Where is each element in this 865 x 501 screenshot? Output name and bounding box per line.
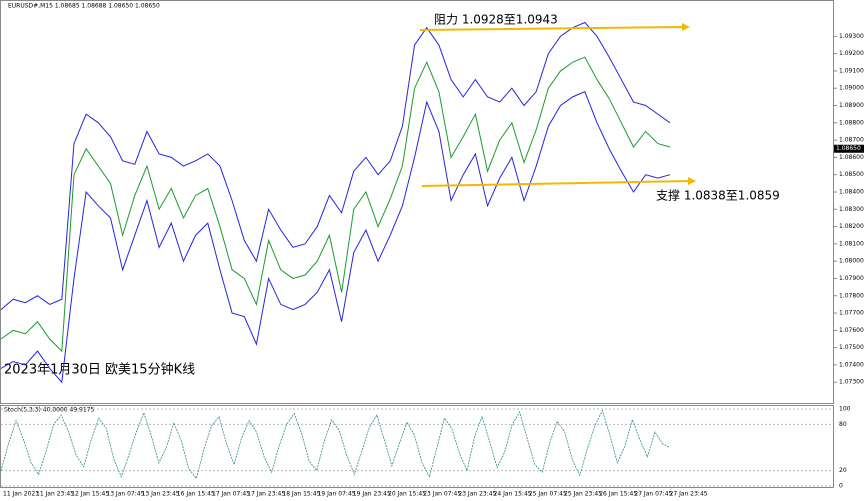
x-tick-label: 25 Jan 23:45 xyxy=(564,491,602,498)
y-tick-label: 1.09200 xyxy=(839,50,864,57)
y-tick-label: 1.08200 xyxy=(839,223,864,230)
y-tick-label: 1.07700 xyxy=(839,310,864,317)
y-tick-label: 1.07500 xyxy=(839,344,864,351)
price-line xyxy=(0,56,671,353)
y-tick-label: 1.07600 xyxy=(839,327,864,334)
stoch-tick-label: 20 xyxy=(839,467,847,474)
x-tick-label: 12 Jan 15:45 xyxy=(71,491,109,498)
x-tick-label: 19 Jan 07:45 xyxy=(318,491,356,498)
stoch-line xyxy=(0,409,671,480)
y-tick-label: 1.08000 xyxy=(839,258,864,265)
y-tick-label: 1.08500 xyxy=(839,171,864,178)
y-tick-label: 1.08100 xyxy=(839,240,864,247)
x-tick-label: 25 Jan 07:45 xyxy=(529,491,567,498)
x-tick-label: 18 Jan 15:45 xyxy=(282,491,320,498)
x-tick-label: 19 Jan 23:45 xyxy=(353,491,391,498)
stoch-label: Stoch(5,3,3) 40.0000 49.9175 xyxy=(4,407,95,414)
arrow-head xyxy=(688,177,696,185)
resistance-label: 阻力 1.0928至1.0943 xyxy=(434,13,558,27)
x-tick-label: 23 Jan 23:45 xyxy=(458,491,496,498)
price-line xyxy=(0,91,671,384)
main-panel xyxy=(0,0,834,404)
plot xyxy=(0,21,671,384)
y-tick-label: 1.08700 xyxy=(839,137,864,144)
resistance-arrow xyxy=(419,26,685,31)
y-tick-label: 1.08400 xyxy=(839,188,864,195)
y-tick-label: 1.09100 xyxy=(839,67,864,74)
y-tick-label: 1.07900 xyxy=(839,275,864,282)
x-tick-label: 23 Jan 07:45 xyxy=(423,491,461,498)
x-tick-label: 26 Jan 15:45 xyxy=(599,491,637,498)
x-tick-label: 27 Jan 07:45 xyxy=(634,491,672,498)
support-arrow xyxy=(421,180,691,187)
stoch-tick-label: 0 xyxy=(839,483,843,490)
y-tick-label: 1.08900 xyxy=(839,102,864,109)
x-tick-label: 11 Jan 23:45 xyxy=(36,491,74,498)
x-tick-label: 20 Jan 15:45 xyxy=(388,491,426,498)
y-tick-label: 1.07400 xyxy=(839,361,864,368)
y-tick-label: 1.08600 xyxy=(839,154,864,161)
x-tick-label: 16 Jan 15:45 xyxy=(177,491,215,498)
x-tick-label: 24 Jan 15:45 xyxy=(494,491,532,498)
x-tick-label: 11 Jan 2023 xyxy=(3,491,39,498)
y-tick-label: 1.09000 xyxy=(839,85,864,92)
current-price-box xyxy=(834,144,864,153)
stoch-panel xyxy=(0,405,834,488)
x-tick-label: 13 Jan 07:45 xyxy=(106,491,144,498)
stoch-tick-label: 80 xyxy=(839,421,847,428)
arrow-head xyxy=(682,23,690,31)
price-line xyxy=(0,21,671,310)
current-price-label: 1.08650 xyxy=(836,145,861,152)
stoch-tick-label: 100 xyxy=(839,406,851,413)
header: EURUSD#,M15 1.08685 1.08688 1.08650 1.08… xyxy=(8,3,160,10)
x-tick-label: 17 Jan 23:45 xyxy=(247,491,285,498)
x-tick-label: 27 Jan 23:45 xyxy=(670,491,708,498)
y-tick-label: 1.09300 xyxy=(839,33,864,40)
y-tick-label: 1.08800 xyxy=(839,119,864,126)
support-label: 支撑 1.0838至1.0859 xyxy=(656,188,780,203)
x-tick-label: 17 Jan 07:45 xyxy=(212,491,250,498)
y-tick-label: 1.08300 xyxy=(839,206,864,213)
y-tick-label: 1.07800 xyxy=(839,292,864,299)
x-tick-label: 13 Jan 23:45 xyxy=(142,491,180,498)
y-tick-label: 1.07300 xyxy=(839,379,864,386)
chart-title: 2023年1月30日 欧美15分钟K线 xyxy=(4,362,195,378)
